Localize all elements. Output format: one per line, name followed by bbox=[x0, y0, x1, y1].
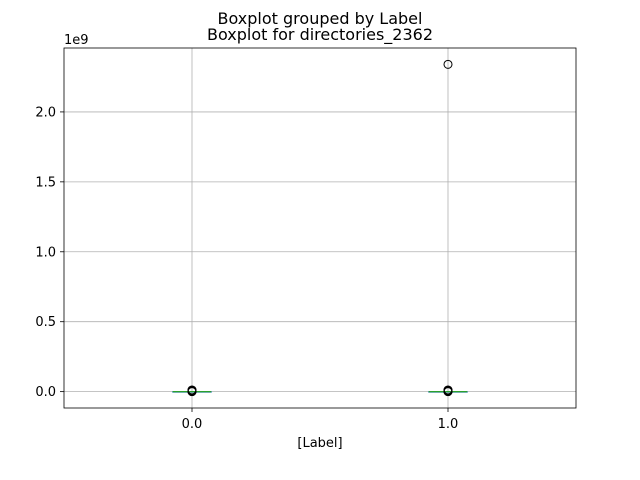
flier-point bbox=[443, 59, 453, 69]
y-axis-offset-label: 1e9 bbox=[64, 33, 89, 48]
flier-point bbox=[187, 385, 197, 395]
chart-suptitle: Boxplot grouped by Label bbox=[218, 9, 423, 28]
y-tick-label: 1.5 bbox=[35, 175, 56, 190]
plot-frame bbox=[63, 47, 577, 409]
y-tick-label: 0.5 bbox=[35, 315, 56, 330]
flier-point bbox=[443, 385, 453, 395]
marks-layer bbox=[172, 59, 468, 397]
x-tick-label: 0.0 bbox=[182, 417, 203, 432]
grid-layer bbox=[64, 48, 576, 408]
box-group-0.0 bbox=[172, 385, 212, 397]
y-tick-label: 2.0 bbox=[35, 105, 56, 120]
y-tick-label: 0.0 bbox=[35, 385, 56, 400]
x-tick-label: 1.0 bbox=[438, 417, 459, 432]
axis-layer: 0.0 0.5 1.0 1.5 2.0 0.0 1.0 bbox=[35, 105, 458, 432]
chart-title: Boxplot for directories_2362 bbox=[207, 25, 433, 45]
y-tick-label: 1.0 bbox=[35, 245, 56, 260]
x-axis-label: [Label] bbox=[297, 436, 342, 451]
box-group-1.0 bbox=[428, 59, 468, 397]
